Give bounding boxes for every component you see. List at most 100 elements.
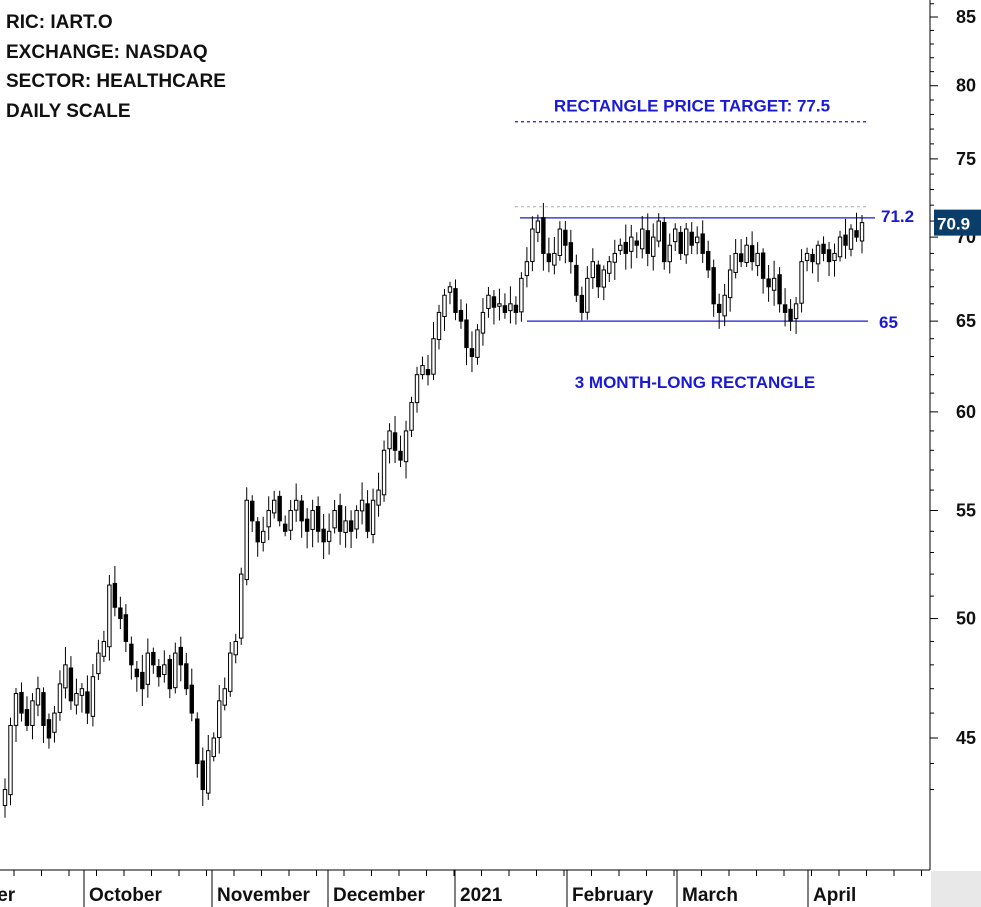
candle-body <box>167 658 173 690</box>
candle-body <box>348 520 354 532</box>
candle <box>738 239 744 268</box>
month-label: February <box>572 885 654 906</box>
last-price-box <box>934 209 981 236</box>
candle-body <box>684 228 689 256</box>
candle-body <box>310 510 315 530</box>
candle-body <box>486 294 491 309</box>
candle-body <box>826 249 832 263</box>
candle <box>293 483 299 522</box>
candle-body <box>557 228 563 256</box>
candle <box>337 493 343 545</box>
candle <box>19 682 24 722</box>
candle <box>766 264 771 302</box>
candle-body <box>326 530 332 542</box>
candle-body <box>370 499 376 535</box>
candle-body <box>755 252 760 267</box>
candle <box>13 687 19 743</box>
y-tick-label: 85 <box>956 7 976 27</box>
candle-body <box>793 303 799 320</box>
candle <box>733 239 738 279</box>
candle <box>700 220 705 263</box>
candle <box>30 693 35 740</box>
candle <box>8 717 13 806</box>
candle <box>288 500 293 540</box>
candle-body <box>420 365 425 376</box>
month-label: November <box>217 885 311 906</box>
candle <box>486 286 491 318</box>
candle <box>601 265 607 301</box>
candle-body <box>447 286 453 293</box>
candle <box>200 747 205 807</box>
candle-body <box>123 614 129 642</box>
candle-body <box>843 234 848 246</box>
candle <box>458 299 464 329</box>
last-price-label: 70.9 <box>937 215 970 234</box>
candle <box>705 240 711 278</box>
candle-body <box>777 274 782 305</box>
candle-body <box>612 252 617 263</box>
ticker-info: RIC: IART.O EXCHANGE: NASDAQ SECTOR: HEA… <box>6 8 226 126</box>
candle <box>656 213 661 248</box>
candle <box>854 212 859 242</box>
sector-label: SECTOR: HEALTHCARE <box>6 71 226 92</box>
candle-body <box>788 308 793 322</box>
candle <box>689 222 694 255</box>
candle <box>184 652 189 695</box>
candle <box>596 260 601 298</box>
candle-body <box>222 688 227 706</box>
candle <box>744 236 749 268</box>
candle-body <box>255 521 260 543</box>
candle <box>315 496 321 543</box>
candle-body <box>30 700 35 726</box>
candle <box>129 636 134 680</box>
candle-body <box>129 643 134 666</box>
candle <box>541 202 546 271</box>
candle-body <box>491 296 497 308</box>
candle-body <box>733 252 738 273</box>
candle <box>299 494 304 538</box>
y-tick-label: 60 <box>956 402 976 422</box>
candle-body <box>431 338 436 375</box>
candle <box>837 230 843 262</box>
candle <box>535 214 541 243</box>
candle-body <box>315 506 321 532</box>
candle-body <box>859 222 865 242</box>
candle-body <box>68 667 74 702</box>
candle <box>173 642 178 694</box>
candle-body <box>766 278 771 288</box>
candle-body <box>832 252 837 262</box>
candle-body <box>629 236 634 252</box>
candle-body <box>568 242 574 263</box>
candle <box>321 514 326 559</box>
candle-body <box>760 252 766 279</box>
candle <box>634 232 639 259</box>
candle <box>145 638 151 698</box>
candle-body <box>359 499 365 512</box>
candle-body <box>74 693 79 706</box>
candle <box>651 223 656 271</box>
candle-body <box>618 244 623 251</box>
exchange-label: EXCHANGE: NASDAQ <box>6 41 208 63</box>
candle-body <box>436 311 442 341</box>
candle <box>568 229 574 274</box>
candle <box>694 226 700 255</box>
candle-body <box>140 671 145 690</box>
month-label: December <box>333 885 425 906</box>
candle <box>387 423 392 464</box>
candle <box>777 267 782 313</box>
candle-body <box>239 573 244 639</box>
y-tick-label: 80 <box>956 76 976 96</box>
candle <box>557 221 563 261</box>
candle <box>162 650 167 683</box>
candle <box>722 284 727 327</box>
candle-body <box>195 718 200 764</box>
candle-body <box>57 683 63 713</box>
candle <box>217 685 222 754</box>
candle <box>420 356 425 380</box>
ric-label: RIC: IART.O <box>6 12 113 33</box>
candle <box>63 647 68 699</box>
candle-body <box>376 489 381 506</box>
candle-body <box>530 228 535 262</box>
candle-body <box>343 520 348 533</box>
